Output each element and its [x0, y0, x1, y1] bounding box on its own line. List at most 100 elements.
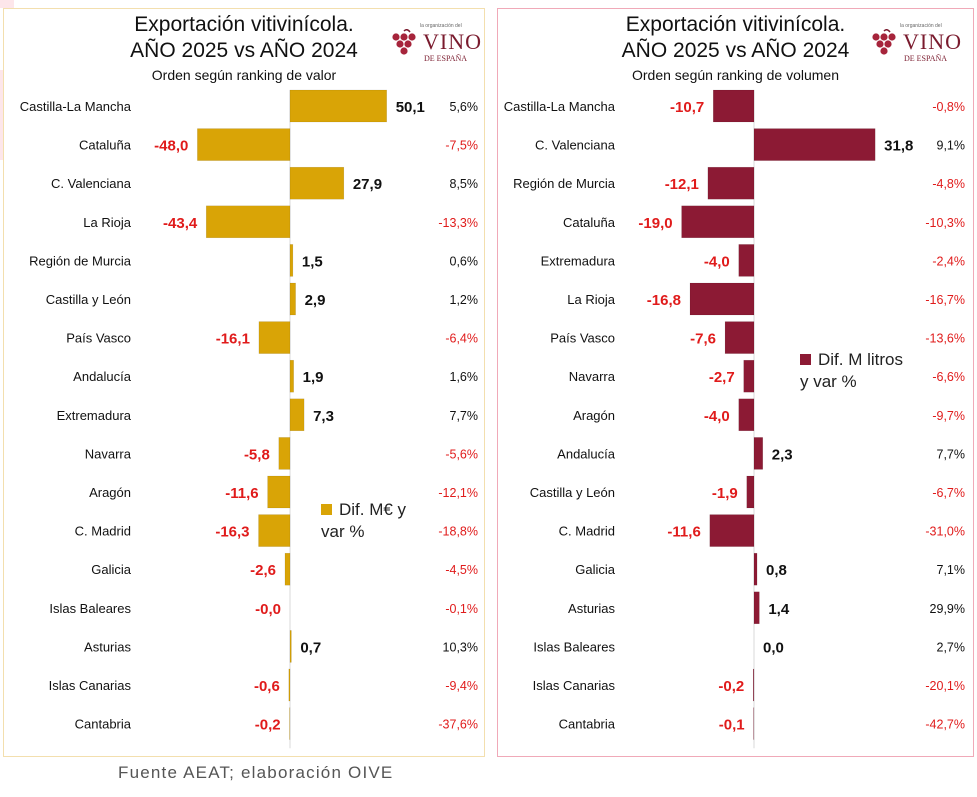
category-label: Región de Murcia: [29, 253, 132, 268]
decorative-corner-left: [0, 70, 4, 160]
logo-small-text: la organización del: [420, 23, 462, 29]
logo-sub-text: DE ESPAÑA: [904, 54, 948, 63]
data-value-label: -12,1: [665, 176, 699, 193]
chart-legend: Dif. M litros y var %: [800, 349, 910, 393]
category-label: C. Valenciana: [535, 138, 616, 153]
percent-change-label: -9,7%: [932, 409, 965, 423]
data-value-label: -0,0: [255, 601, 281, 618]
percent-change-label: -31,0%: [925, 525, 965, 539]
vino-de-espana-logo: la organización del VINO DE ESPAÑA: [390, 23, 481, 69]
source-note: Fuente AEAT; elaboración OIVE: [118, 763, 394, 782]
chart-title: Exportación vitivinícola.: [625, 13, 846, 36]
chart-legend: Dif. M€ y var %: [321, 499, 431, 543]
category-label: Cataluña: [79, 138, 132, 153]
data-value-label: 2,9: [305, 292, 326, 309]
percent-change-label: -6,7%: [932, 486, 965, 500]
percent-change-label: -20,1%: [925, 679, 965, 693]
legend-swatch: [800, 354, 811, 365]
data-value-label: -16,3: [215, 524, 249, 541]
logo-sub-text: DE ESPAÑA: [424, 54, 468, 63]
chart-title-line2: AÑO 2025 vs AÑO 2024: [621, 39, 850, 62]
category-label: C. Madrid: [559, 524, 615, 539]
chart-title-line2: AÑO 2025 vs AÑO 2024: [130, 39, 358, 62]
percent-change-label: -13,3%: [438, 216, 478, 230]
percent-change-label: -10,3%: [925, 216, 965, 230]
data-value-label: -4,0: [704, 408, 730, 425]
chart-subtitle: Orden según ranking de valor: [151, 67, 337, 83]
percent-change-label: 7,7%: [937, 447, 966, 461]
legend-swatch: [321, 504, 332, 515]
percent-change-label: -0,8%: [932, 100, 965, 114]
category-label: Castilla y León: [46, 292, 131, 307]
data-bar: [752, 668, 755, 702]
data-bar: [753, 552, 758, 586]
percent-change-label: 7,1%: [937, 563, 966, 577]
percent-change-label: 8,5%: [450, 177, 479, 191]
data-bar: [288, 668, 291, 702]
percent-change-label: -5,6%: [445, 447, 478, 461]
category-label: Galicia: [575, 562, 616, 577]
category-label: C. Valenciana: [51, 176, 132, 191]
category-label: Andalucía: [73, 369, 132, 384]
data-bar: [278, 437, 291, 470]
data-bar: [258, 514, 291, 547]
percent-change-label: -12,1%: [438, 486, 478, 500]
category-label: Aragón: [89, 485, 131, 500]
data-bar: [738, 398, 755, 432]
data-value-label: 1,4: [768, 601, 790, 618]
percent-change-label: 1,6%: [450, 370, 479, 384]
data-value-label: 7,3: [313, 408, 334, 425]
category-label: Asturias: [84, 639, 131, 654]
category-label: Región de Murcia: [513, 176, 616, 191]
data-value-label: 31,8: [884, 138, 913, 155]
data-value-label: 0,8: [766, 562, 787, 579]
data-bar: [289, 244, 294, 277]
grape-cluster-icon: [392, 29, 416, 55]
category-label: Islas Canarias: [533, 678, 616, 693]
value-chart-panel: Exportación vitivinícola. AÑO 2025 vs AÑ…: [3, 8, 485, 757]
data-bar: [709, 514, 755, 547]
percent-change-label: -37,6%: [438, 718, 478, 732]
data-value-label: -11,6: [225, 485, 258, 502]
category-label: Cataluña: [563, 215, 616, 230]
percent-change-label: 0,6%: [450, 254, 479, 268]
category-label: Islas Baleares: [533, 639, 615, 654]
value-bar-chart: Castilla-La Mancha 50,1 5,6% Cataluña -48,0 -…: [20, 89, 479, 749]
data-bar: [738, 244, 755, 277]
data-value-label: -43,4: [163, 215, 198, 232]
percent-change-label: -7,5%: [445, 139, 478, 153]
percent-change-label: 5,6%: [450, 100, 479, 114]
logo-small-text: la organización del: [900, 23, 942, 29]
data-bar: [746, 475, 755, 509]
data-value-label: 1,9: [303, 369, 324, 386]
decorative-corner-top: [0, 0, 14, 8]
percent-change-label: -9,4%: [445, 679, 478, 693]
category-label: Islas Canarias: [49, 678, 132, 693]
data-value-label: -0,2: [718, 678, 744, 695]
data-value-label: -0,1: [719, 717, 745, 734]
data-value-label: 0,7: [300, 639, 321, 656]
category-label: País Vasco: [550, 331, 615, 346]
data-value-label: 0,0: [763, 639, 784, 656]
data-value-label: -2,6: [250, 562, 276, 579]
grape-cluster-icon: [872, 29, 896, 55]
percent-change-label: -0,1%: [445, 602, 478, 616]
data-value-label: -16,8: [647, 292, 681, 309]
category-label: País Vasco: [66, 331, 131, 346]
percent-change-label: 9,1%: [937, 139, 966, 153]
data-bar: [753, 128, 876, 161]
data-bar: [289, 398, 305, 432]
data-bar: [753, 437, 764, 470]
category-label: Navarra: [569, 369, 616, 384]
chart-title: Exportación vitivinícola.: [134, 13, 354, 36]
category-label: C. Madrid: [75, 524, 131, 539]
data-bar: [753, 591, 760, 625]
data-value-label: -19,0: [638, 215, 672, 232]
data-bar: [289, 89, 387, 123]
data-value-label: -1,9: [712, 485, 738, 502]
data-value-label: -16,1: [216, 331, 250, 348]
data-bar: [258, 321, 291, 354]
volume-chart-panel: Exportación vitivinícola. AÑO 2025 vs AÑ…: [497, 8, 974, 757]
category-label: Castilla y León: [530, 485, 615, 500]
data-bar: [289, 166, 345, 200]
